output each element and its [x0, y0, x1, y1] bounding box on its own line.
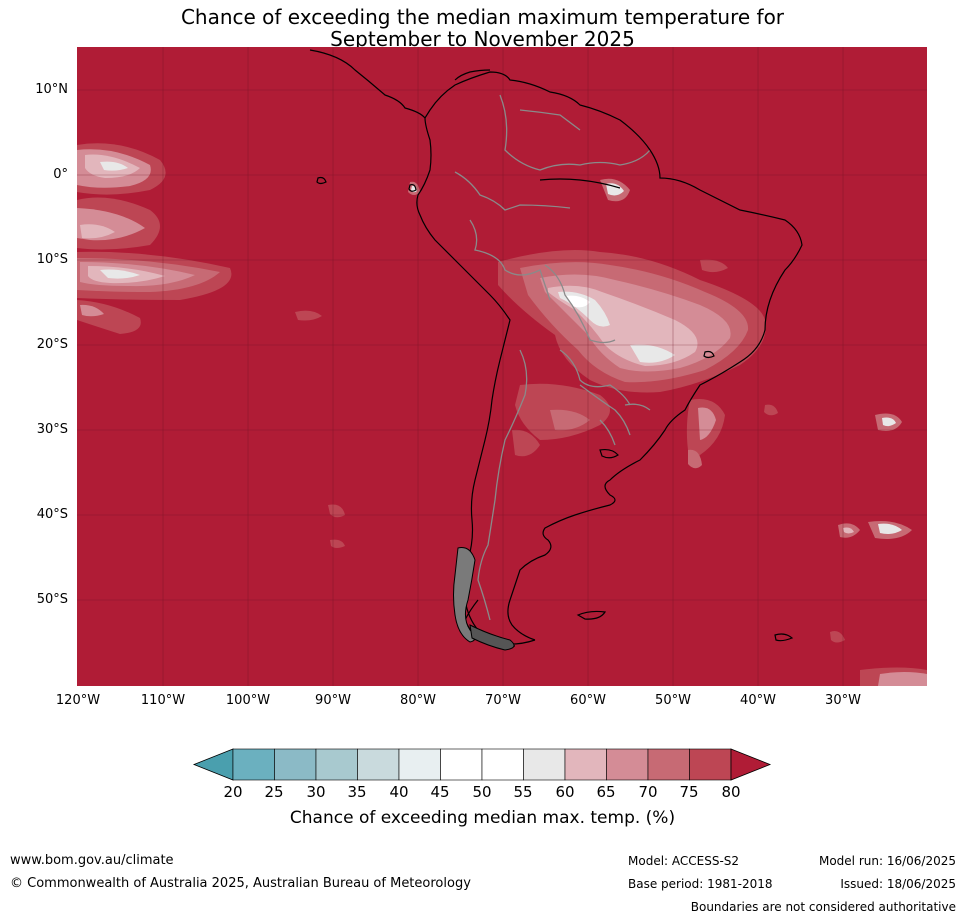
colorbar-swatch [564, 748, 607, 781]
colorbar-swatch [232, 748, 275, 781]
lat-label-40s: 40°S [36, 507, 68, 522]
colorbar-tick-20: 20 [223, 783, 243, 801]
footer-base-period: Base period: 1981-2018 [628, 877, 773, 891]
lat-label-30s: 30°S [36, 422, 68, 437]
colorbar-tick-80: 80 [721, 783, 741, 801]
lon-label-40w: 40°W [740, 693, 776, 708]
lat-label-0: 0° [53, 167, 68, 182]
footer-copyright: © Commonwealth of Australia 2025, Austra… [10, 876, 471, 891]
colorbar-swatch [315, 748, 358, 781]
lat-label-20s: 20°S [36, 337, 68, 352]
atlantic-anomaly-patches [830, 413, 927, 686]
colorbar-swatch [689, 748, 732, 781]
footer-model: Model: ACCESS-S2 [628, 854, 740, 868]
colorbar [192, 748, 772, 781]
lat-label-10n: 10°N [35, 82, 68, 97]
lon-label-30w: 30°W [825, 693, 861, 708]
colorbar-tick-35: 35 [347, 783, 367, 801]
colorbar-swatch [606, 748, 649, 781]
footer-disclaimer: Boundaries are not considered authoritat… [690, 900, 956, 914]
colorbar-swatch [647, 748, 690, 781]
colorbar-swatch [440, 748, 483, 781]
footer-model-run: Model run: 16/06/2025 [818, 854, 956, 868]
map-graticule [77, 47, 927, 686]
lon-label-80w: 80°W [400, 693, 436, 708]
colorbar-swatch [274, 748, 317, 781]
map-background [77, 47, 927, 686]
lat-label-10s: 10°S [36, 252, 68, 267]
colorbar-tick-25: 25 [264, 783, 284, 801]
map-title-line2: September to November 2025 [330, 27, 635, 51]
lon-label-90w: 90°W [315, 693, 351, 708]
map-area [77, 47, 927, 686]
colorbar-tick-70: 70 [638, 783, 658, 801]
lon-label-100w: 100°W [225, 693, 271, 708]
lon-label-110w: 110°W [140, 693, 186, 708]
country-borders [454, 94, 651, 621]
colorbar-tick-45: 45 [430, 783, 450, 801]
continental-anomaly-patches [498, 249, 778, 469]
lon-label-50w: 50°W [655, 693, 691, 708]
colorbar-tick-55: 55 [513, 783, 533, 801]
pacific-anomaly-patches [77, 143, 345, 548]
colorbar-swatch [523, 748, 566, 781]
footer-issued: Issued: 18/06/2025 [840, 877, 956, 891]
colorbar-tick-50: 50 [472, 783, 492, 801]
patagonia-islands [453, 547, 515, 651]
colorbar-swatch [481, 748, 524, 781]
colorbar-tick-60: 60 [555, 783, 575, 801]
map-title-line1: Chance of exceeding the median maximum t… [180, 5, 785, 29]
colorbar-extend-low [192, 748, 234, 781]
footer-website: www.bom.gov.au/climate [10, 853, 174, 868]
lon-label-70w: 70°W [485, 693, 521, 708]
lon-label-120w: 120°W [55, 693, 101, 708]
lat-label-50s: 50°S [36, 592, 68, 607]
colorbar-swatch [398, 748, 441, 781]
colorbar-tick-65: 65 [596, 783, 616, 801]
colorbar-swatch [357, 748, 400, 781]
colorbar-extend-high [730, 748, 772, 781]
colorbar-tick-40: 40 [389, 783, 409, 801]
colorbar-label: Chance of exceeding median max. temp. (%… [289, 808, 676, 828]
colorbar-tick-75: 75 [679, 783, 699, 801]
lon-label-60w: 60°W [570, 693, 606, 708]
colorbar-tick-30: 30 [306, 783, 326, 801]
